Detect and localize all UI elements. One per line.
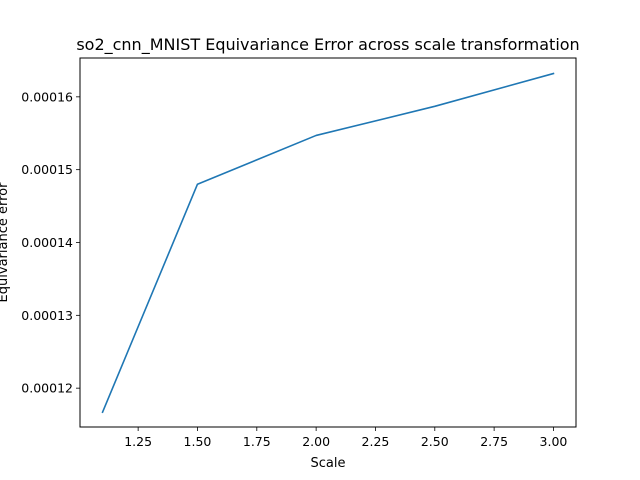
y-tick-label: 0.00015 [21,162,73,177]
x-tick-label: 2.25 [362,434,390,449]
y-axis-label: Equivariance error [0,182,11,303]
y-tick-label: 0.00013 [21,308,73,323]
x-tick-label: 1.25 [124,434,152,449]
x-axis-label: Scale [311,456,346,471]
series-line [101,72,555,414]
x-tick-label: 2.00 [302,434,330,449]
plot-area-frame [79,57,577,428]
series-layer [101,72,555,414]
x-tick-label: 3.00 [540,434,568,449]
x-tick-label: 1.75 [243,434,271,449]
y-tick-label: 0.00014 [21,235,73,250]
x-tick-label: 1.50 [184,434,212,449]
chart-title: so2_cnn_MNIST Equivariance Error across … [76,35,579,55]
axis-ticks: 1.25 1.50 1.75 2.00 2.25 2.50 2.75 3.00 0.00012 0… [21,89,567,449]
y-tick-label: 0.00012 [21,381,73,396]
y-tick-label: 0.00016 [21,89,73,104]
x-tick-label: 2.75 [480,434,508,449]
x-tick-label: 2.50 [421,434,449,449]
